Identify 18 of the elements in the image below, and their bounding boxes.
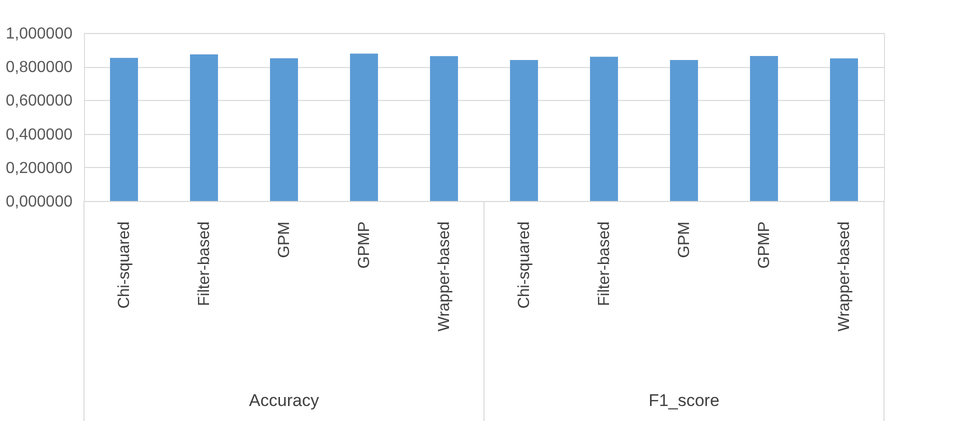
x-tick-label: GPMP [756, 222, 773, 269]
x-tick-label: Filter-based [596, 222, 613, 306]
y-tick-label: 0,400000 [6, 126, 73, 144]
x-tick-label: GPM [676, 222, 693, 258]
text: Accuracy [249, 391, 320, 410]
y-tick-label: 1,000000 [6, 26, 73, 42]
y-tick-label: 0,600000 [6, 92, 73, 110]
y-tick-label: 0,800000 [6, 59, 73, 76]
x-tick-label: Wrapper-based [436, 222, 453, 332]
y-tick-label: 0,000000 [6, 194, 73, 210]
x-tick-label: Chi-squared [516, 222, 533, 309]
x-tick-label: Wrapper-based [836, 222, 853, 332]
x-tick-label: GPMP [356, 222, 373, 269]
x-tick-label: Chi-squared [116, 222, 133, 309]
text: F1_score [648, 391, 720, 410]
y-tick-label: 0,200000 [6, 160, 73, 177]
x-tick-label: Filter-based [196, 222, 213, 306]
x-tick-label: GPM [276, 222, 293, 258]
